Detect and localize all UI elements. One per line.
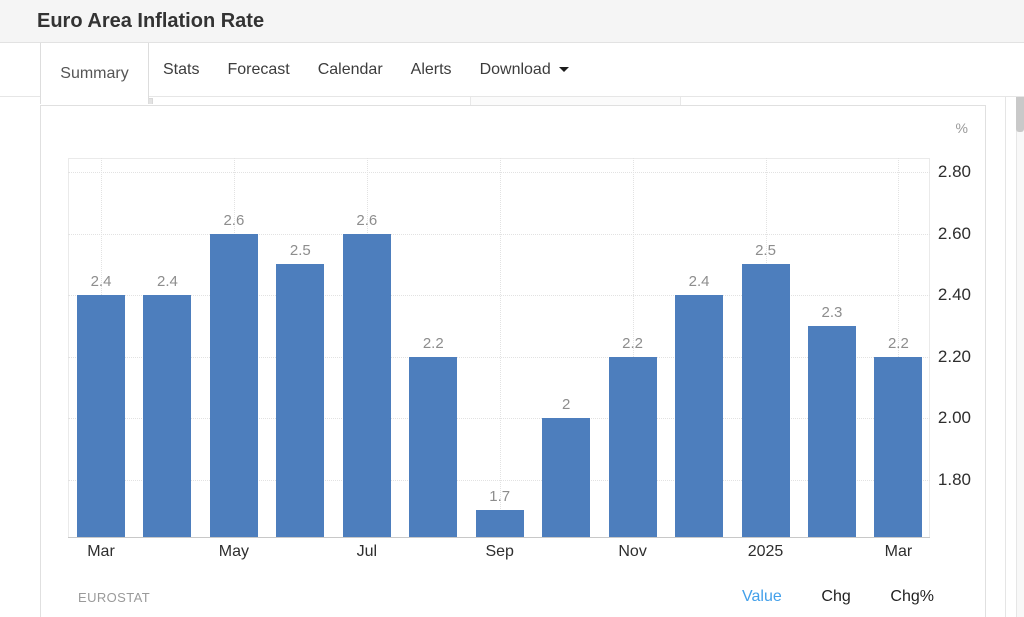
series-button-value[interactable]: Value xyxy=(742,588,782,605)
gridline-vertical xyxy=(499,158,501,537)
bar[interactable] xyxy=(874,356,923,537)
x-axis-label: Mar xyxy=(87,543,115,560)
x-axis-label: May xyxy=(218,543,249,560)
x-axis-label: Sep xyxy=(485,543,514,560)
gridline-horizontal xyxy=(68,418,930,420)
bar[interactable] xyxy=(209,233,258,537)
tab-download-label: Download xyxy=(479,60,551,78)
bar-value-label: 2.4 xyxy=(90,273,112,291)
bar[interactable] xyxy=(475,510,524,537)
gridline-vertical xyxy=(632,158,634,537)
gridline-horizontal xyxy=(68,295,930,297)
tab-summary[interactable]: Summary xyxy=(40,43,149,104)
y-axis-label: 2.20 xyxy=(937,346,971,366)
bar-value-label: 2.4 xyxy=(688,273,710,291)
gridline-horizontal xyxy=(68,233,930,235)
scrollbar-thumb[interactable] xyxy=(1016,85,1024,132)
bar[interactable] xyxy=(675,295,724,537)
bar-value-label: 2.6 xyxy=(223,211,245,229)
series-button-chg[interactable]: Chg xyxy=(821,588,851,605)
y-axis-label: 2.80 xyxy=(937,162,971,182)
bar-value-label: 1.7 xyxy=(489,488,511,506)
y-axis-label: 2.00 xyxy=(937,408,971,428)
bar[interactable] xyxy=(741,264,790,537)
x-axis-label: 2025 xyxy=(747,543,784,560)
gridline-vertical xyxy=(898,158,900,537)
bar-value-label: 2 xyxy=(561,396,571,414)
source-label: EUROSTAT xyxy=(78,590,151,605)
bar-value-label: 2.6 xyxy=(356,211,378,229)
bar-value-label: 2.2 xyxy=(887,334,909,352)
page-title: Euro Area Inflation Rate xyxy=(37,10,265,32)
column-divider xyxy=(1005,84,1006,617)
scrollbar-track[interactable] xyxy=(1016,84,1024,617)
tab-download[interactable]: Download xyxy=(466,43,583,96)
bar[interactable] xyxy=(342,233,391,537)
tab-stats[interactable]: Stats xyxy=(163,60,200,78)
y-axis-label: 1.80 xyxy=(937,469,971,489)
gridline-horizontal xyxy=(68,356,930,358)
bar[interactable] xyxy=(276,264,325,537)
tab-bar: Summary Stats Forecast Calendar Alerts D… xyxy=(0,43,1024,104)
bar[interactable] xyxy=(608,356,657,537)
bar-value-label: 2.3 xyxy=(821,303,843,321)
y-axis-label: 2.40 xyxy=(937,285,971,305)
bar-value-label: 2.5 xyxy=(289,242,311,260)
gridline-horizontal xyxy=(68,479,930,481)
bar[interactable] xyxy=(143,295,192,537)
x-axis-label: Jul xyxy=(356,543,378,560)
bar-value-label: 2.2 xyxy=(622,334,644,352)
x-axis-label: Mar xyxy=(884,543,913,560)
chevron-down-icon xyxy=(558,67,569,72)
tab-alerts[interactable]: Alerts xyxy=(410,60,452,78)
tab-forecast[interactable]: Forecast xyxy=(227,60,290,78)
y-axis-label: 2.60 xyxy=(937,223,971,243)
title-bar: Euro Area Inflation Rate xyxy=(0,0,1024,43)
x-axis-line xyxy=(68,537,930,538)
gridline-horizontal xyxy=(68,172,930,174)
bar[interactable] xyxy=(807,325,856,537)
bar[interactable] xyxy=(77,295,125,537)
bar[interactable] xyxy=(542,418,591,537)
series-toggle-row: Value Chg Chg% xyxy=(742,588,934,606)
bar-value-label: 2.5 xyxy=(755,242,776,260)
tab-calendar[interactable]: Calendar xyxy=(317,60,383,78)
bar[interactable] xyxy=(409,356,458,537)
series-button-chgpct[interactable]: Chg% xyxy=(890,588,934,605)
x-axis-label: Nov xyxy=(618,543,647,560)
bar-value-label: 2.2 xyxy=(422,334,444,352)
y-axis-unit-label: % xyxy=(955,120,968,136)
bar-value-label: 2.4 xyxy=(157,273,178,291)
plot-area xyxy=(68,158,930,537)
